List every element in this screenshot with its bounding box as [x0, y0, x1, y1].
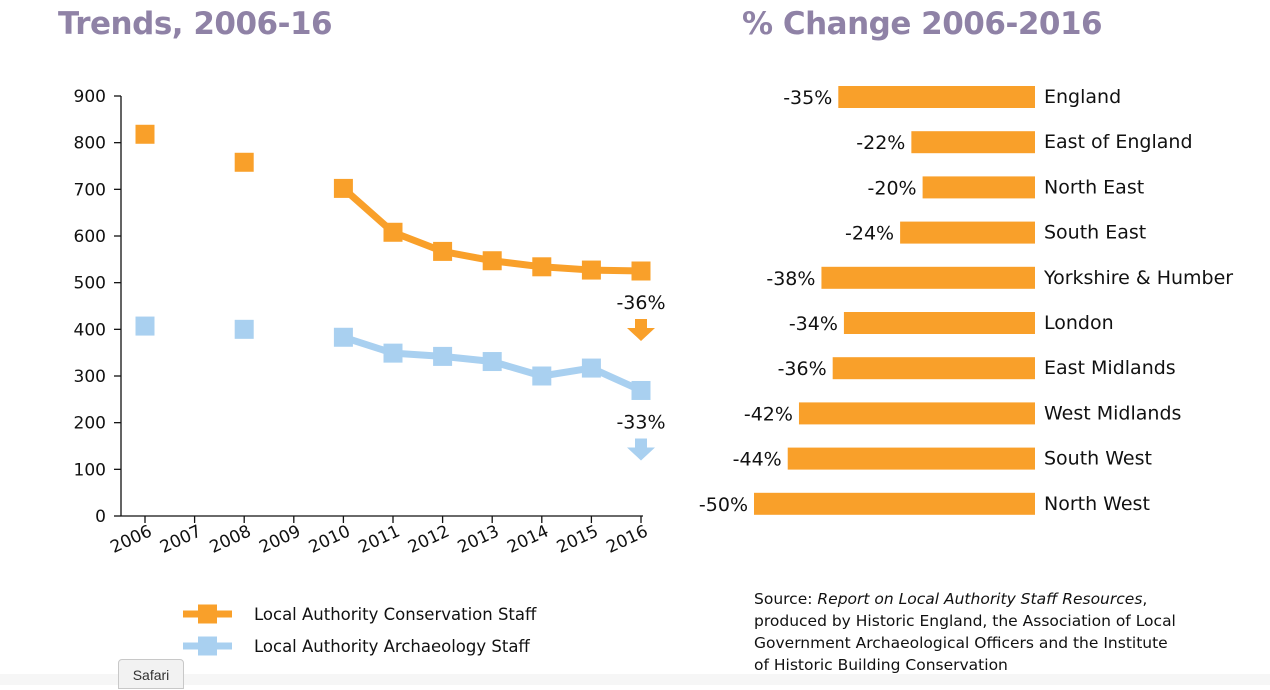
y-tick-label: 700 [74, 180, 106, 200]
y-tick-label: 800 [74, 134, 106, 154]
series-1-point [333, 327, 353, 347]
bar [900, 221, 1035, 244]
source-report-title: Report on Local Authority Staff Resource… [817, 590, 1143, 608]
x-tick-label: 2013 [455, 521, 503, 557]
series-1-point [631, 380, 651, 400]
series-0-point [135, 124, 155, 144]
y-tick-label: 100 [74, 460, 106, 480]
series-0-down-arrow-icon [627, 319, 655, 341]
bar-value-label: -34% [789, 313, 838, 335]
region-label: East of England [1044, 131, 1193, 153]
y-tick-label: 0 [95, 507, 106, 527]
x-tick-label: 2011 [355, 521, 403, 557]
x-tick-label: 2006 [107, 521, 155, 557]
bar [754, 492, 1035, 515]
region-label: London [1044, 312, 1114, 334]
bar-value-label: -36% [778, 358, 827, 380]
browser-bottom-strip [0, 674, 1270, 685]
series-1-point [234, 319, 254, 339]
series-0-change-label: -36% [616, 292, 665, 314]
bar-value-label: -50% [699, 494, 748, 516]
region-label: South East [1044, 222, 1146, 244]
bar [787, 447, 1035, 470]
bar-value-label: -42% [744, 403, 793, 425]
x-tick-label: 2009 [256, 521, 304, 557]
bar-chart-title: % Change 2006-2016 [742, 6, 1103, 42]
source-rest: , produced by Historic England, the Asso… [754, 590, 1176, 674]
bar [843, 312, 1035, 334]
line-chart-title: Trends, 2006-16 [58, 6, 333, 42]
region-label: West Midlands [1044, 402, 1181, 424]
region-label: East Midlands [1044, 357, 1176, 379]
region-label: England [1044, 86, 1121, 108]
bar-value-label: -44% [733, 449, 782, 471]
series-0-point [383, 222, 403, 242]
legend-swatch-marker-0 [198, 604, 217, 624]
bar [821, 266, 1035, 289]
x-tick-label: 2014 [504, 521, 552, 557]
bar-value-label: -20% [868, 177, 917, 199]
legend-swatch-marker-1 [198, 636, 217, 656]
series-1-point [532, 366, 552, 386]
bar-value-label: -35% [783, 87, 832, 109]
series-0-point [482, 251, 502, 271]
series-0-point [631, 261, 651, 281]
bar [798, 402, 1035, 425]
x-tick-label: 2012 [405, 521, 453, 557]
series-0-point [234, 152, 254, 172]
bar [832, 357, 1035, 380]
series-1-point [135, 316, 155, 336]
legend-label-0: Local Authority Conservation Staff [254, 605, 537, 624]
y-tick-label: 200 [74, 414, 106, 434]
region-label: North West [1044, 493, 1150, 515]
region-label: North East [1044, 176, 1144, 198]
bar [911, 131, 1035, 154]
y-tick-label: 600 [74, 227, 106, 247]
bar-value-label: -24% [845, 223, 894, 245]
series-0-point [333, 178, 353, 198]
region-label: South West [1044, 448, 1152, 470]
bar [922, 176, 1035, 199]
legend-label-1: Local Authority Archaeology Staff [254, 637, 530, 656]
series-1-down-arrow-icon [627, 438, 655, 461]
region-label: Yorkshire & Humber [1043, 267, 1233, 289]
safari-tab-button[interactable]: Safari [118, 659, 184, 689]
line-chart: 0 100 200 300 400 500 600 700 800 900 2006 2007 2008… [74, 87, 666, 656]
x-tick-label: 2010 [306, 521, 354, 557]
x-tick-label: 2007 [157, 521, 205, 557]
series-1-point [581, 358, 601, 378]
y-tick-label: 900 [74, 87, 106, 107]
series-1-point [482, 352, 502, 372]
series-1-change-label: -33% [616, 411, 665, 433]
source-prefix: Source: [754, 590, 818, 608]
x-tick-label: 2016 [603, 521, 651, 557]
y-tick-label: 400 [74, 320, 106, 340]
y-tick-label: 300 [74, 367, 106, 387]
bar-value-label: -22% [856, 132, 905, 154]
series-0-point [581, 260, 601, 280]
series-0-point [433, 241, 453, 261]
series-0-point [532, 257, 552, 277]
x-tick-label: 2015 [554, 521, 602, 557]
series-1-point [383, 343, 403, 363]
source-note: Source: Report on Local Authority Staff … [754, 588, 1184, 676]
x-tick-label: 2008 [207, 521, 255, 557]
bar [838, 86, 1035, 108]
y-tick-label: 500 [74, 274, 106, 294]
series-1-point [433, 346, 453, 366]
bar-value-label: -38% [766, 268, 815, 290]
